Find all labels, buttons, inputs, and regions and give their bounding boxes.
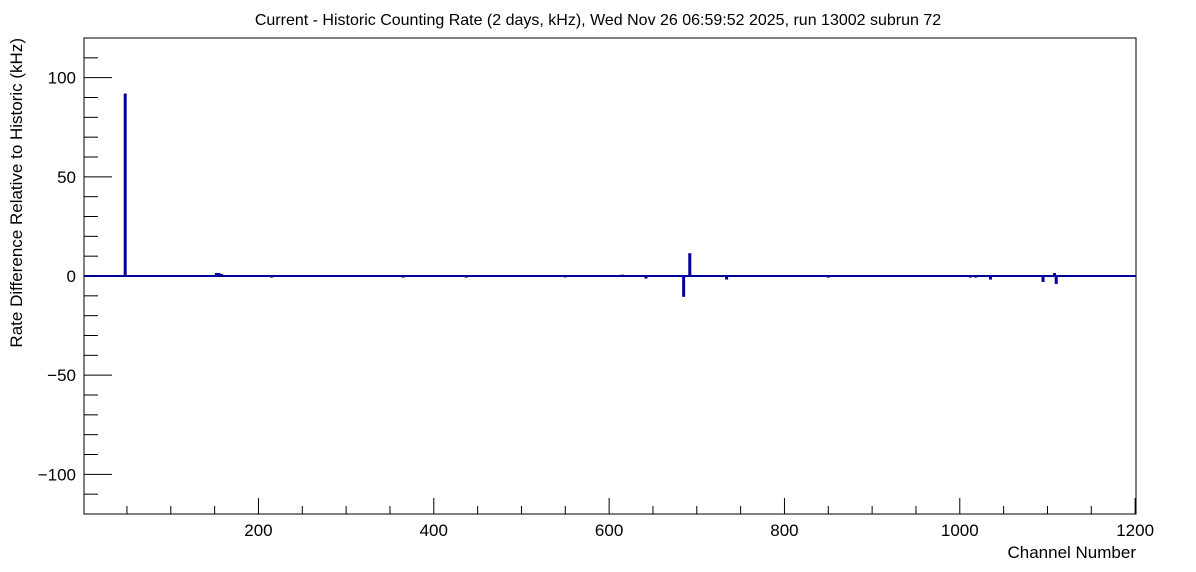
x-axis: 200 400 600 800 1000 1200 [126,498,1154,540]
x-tick-label: 600 [595,521,623,540]
y-axis-label: Rate Difference Relative to Historic (kH… [7,38,26,348]
y-tick-label: 0 [67,267,76,286]
x-tick-label: 800 [770,521,798,540]
bar [682,276,686,297]
y-tick-label: −50 [47,366,76,385]
x-axis-label: Channel Number [1007,543,1136,562]
bar [123,93,127,277]
y-tick-label: 100 [48,69,76,88]
x-tick-label: 400 [420,521,448,540]
y-tick-label: 50 [57,168,76,187]
chart-title: Current - Historic Counting Rate (2 days… [255,12,941,29]
x-tick-label: 1000 [941,521,979,540]
data-series [123,93,1133,297]
x-tick-label: 1200 [1116,521,1154,540]
bar [725,276,729,280]
bar [214,273,218,276]
bar [1054,276,1058,284]
bar [644,276,648,279]
bar [217,273,221,276]
bar [1052,273,1056,276]
bar [1041,276,1045,282]
bar [988,276,992,280]
bar [688,253,692,276]
y-tick-label: −100 [38,465,76,484]
x-tick-label: 200 [244,521,272,540]
